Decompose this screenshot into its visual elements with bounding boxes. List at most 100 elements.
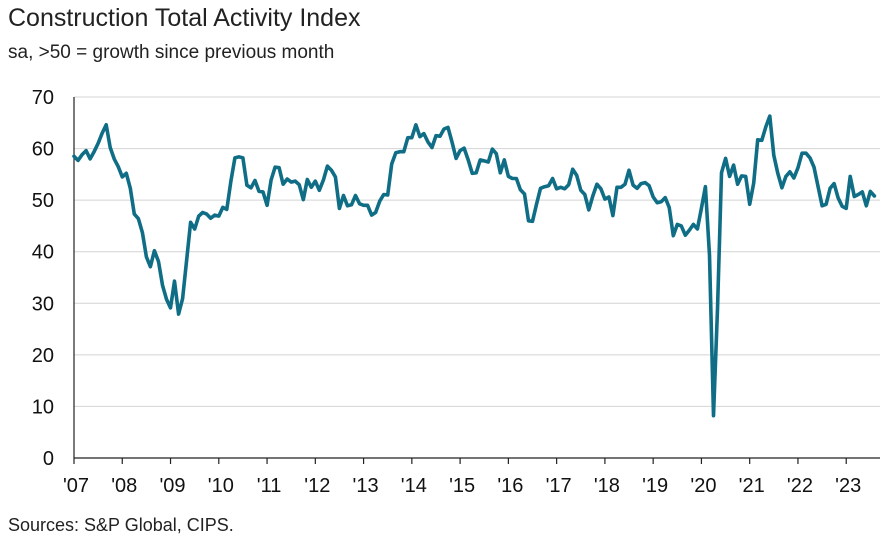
- data-point: [531, 220, 534, 223]
- data-point: [209, 217, 212, 220]
- x-tick-label: '18: [594, 475, 620, 497]
- data-point: [431, 146, 434, 149]
- data-point: [406, 136, 409, 139]
- data-point: [302, 198, 305, 201]
- x-tick-label: '10: [208, 475, 234, 497]
- x-tick-label: '09: [159, 475, 185, 497]
- data-point: [378, 200, 381, 203]
- data-point: [612, 214, 615, 217]
- data-point: [479, 159, 482, 162]
- data-point: [298, 183, 301, 186]
- data-point: [121, 176, 124, 179]
- x-tick-label: '19: [642, 475, 668, 497]
- data-point: [668, 206, 671, 209]
- data-point: [258, 190, 261, 193]
- data-point: [527, 219, 530, 222]
- data-point: [318, 189, 321, 192]
- data-point: [467, 159, 470, 162]
- data-point: [471, 172, 474, 175]
- data-point: [608, 196, 611, 199]
- data-point: [73, 155, 76, 158]
- data-point: [455, 157, 458, 160]
- data-point: [213, 214, 216, 217]
- data-point: [680, 225, 683, 228]
- data-point: [764, 126, 767, 129]
- x-tick-label: '15: [449, 475, 475, 497]
- data-point: [354, 194, 357, 197]
- data-point: [591, 195, 594, 198]
- data-point: [704, 185, 707, 188]
- data-point: [382, 193, 385, 196]
- data-point: [193, 228, 196, 231]
- data-point: [314, 180, 317, 183]
- data-point: [636, 187, 639, 190]
- data-point: [125, 172, 128, 175]
- data-point: [535, 203, 538, 206]
- x-tick-label: '17: [546, 475, 572, 497]
- series-line: [72, 114, 877, 418]
- data-point: [205, 213, 208, 216]
- data-point: [676, 223, 679, 226]
- data-point: [410, 136, 413, 139]
- data-point: [282, 183, 285, 186]
- data-point: [716, 308, 719, 311]
- data-point: [113, 158, 116, 161]
- data-point: [732, 164, 735, 167]
- data-point: [604, 198, 607, 201]
- data-point: [270, 179, 273, 182]
- data-point: [93, 150, 96, 153]
- data-point: [161, 284, 164, 287]
- data-point: [165, 298, 168, 301]
- data-point: [137, 217, 140, 220]
- y-tick-label: 10: [32, 396, 54, 418]
- data-point: [85, 149, 88, 152]
- data-point: [294, 180, 297, 183]
- x-tick-label: '20: [690, 475, 716, 497]
- data-point: [201, 211, 204, 214]
- data-point: [402, 150, 405, 153]
- data-point: [463, 147, 466, 150]
- data-point: [141, 231, 144, 234]
- data-point: [334, 176, 337, 179]
- data-point: [628, 169, 631, 172]
- data-point: [744, 175, 747, 178]
- data-point: [266, 204, 269, 207]
- data-point: [543, 185, 546, 188]
- x-tick-label: '13: [353, 475, 379, 497]
- data-point: [459, 149, 462, 152]
- data-point: [238, 155, 241, 158]
- data-point: [724, 157, 727, 160]
- x-tick-label: '11: [257, 475, 282, 497]
- data-point: [652, 196, 655, 199]
- data-point: [616, 186, 619, 189]
- data-point: [386, 194, 389, 197]
- data-point: [571, 168, 574, 171]
- data-point: [306, 178, 309, 181]
- data-point: [246, 184, 249, 187]
- chart-subtitle: sa, >50 = growth since previous month: [8, 42, 335, 63]
- data-point: [234, 157, 237, 160]
- data-point: [845, 207, 848, 210]
- data-point: [587, 209, 590, 212]
- data-point: [583, 193, 586, 196]
- x-axis-ticks: '07 '08 '09 '10 '11 '12 '13 '14 '15 '16 '17 '18 '19 '…: [63, 458, 861, 497]
- data-point: [575, 174, 578, 177]
- data-point: [394, 151, 397, 154]
- data-point: [853, 195, 856, 198]
- data-point: [290, 181, 293, 184]
- data-point: [696, 228, 699, 231]
- data-point: [865, 204, 868, 207]
- data-point: [817, 185, 820, 188]
- data-point: [503, 159, 506, 162]
- data-point: [101, 132, 104, 135]
- data-point: [555, 187, 558, 190]
- data-point: [861, 191, 864, 194]
- data-point: [547, 184, 550, 187]
- data-point: [415, 123, 418, 126]
- data-point: [579, 189, 582, 192]
- data-point: [423, 132, 426, 135]
- data-point: [129, 187, 132, 190]
- data-point: [507, 175, 510, 178]
- data-point: [664, 196, 667, 199]
